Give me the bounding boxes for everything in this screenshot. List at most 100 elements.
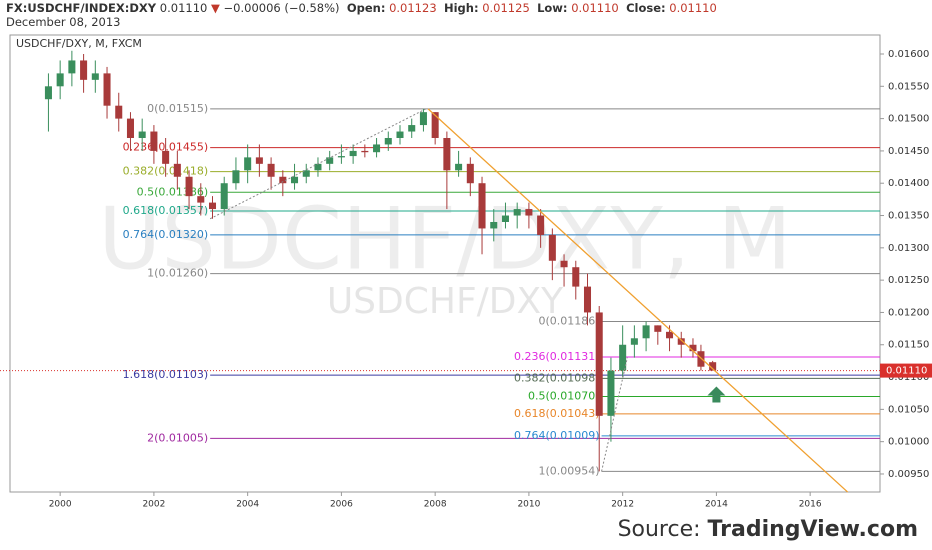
candle-body (654, 325, 662, 332)
source: Source: TradingView.com (618, 517, 918, 542)
x-tick-label: 2002 (142, 500, 165, 510)
candle-body (337, 156, 345, 158)
x-tick-label: 2008 (424, 500, 447, 510)
candle-body (349, 150, 357, 157)
candle-body (56, 73, 64, 87)
candle-body (431, 112, 439, 138)
candle-body (291, 176, 299, 184)
candle-body (466, 163, 474, 184)
candle-body (185, 176, 193, 197)
label: Open: (346, 1, 386, 15)
y-tick-label: 0.01450 (888, 146, 929, 157)
y-tick-label: 0.01050 (888, 404, 929, 415)
candle-body (478, 183, 486, 229)
candle-body (572, 267, 580, 287)
y-tick-label: 0.01500 (888, 114, 929, 125)
candle-body (173, 163, 181, 177)
candle-body (396, 131, 404, 138)
candle-body (361, 150, 369, 153)
trendline (427, 108, 849, 493)
candle-body (525, 209, 533, 216)
value: 0.01110 (669, 1, 717, 15)
trendline (209, 108, 427, 220)
symbol: FX:USDCHF/INDEX:DXY (6, 1, 157, 15)
candle-body (197, 196, 205, 203)
x-tick-label: 2004 (236, 500, 259, 510)
y-tick-label: 0.01250 (888, 275, 929, 286)
change: −0.00006 (−0.58%) (223, 1, 340, 15)
candle-body (314, 163, 322, 171)
header: FX:USDCHF/INDEX:DXY 0.01110 ▼ −0.00006 (… (6, 1, 717, 29)
source-prefix: Source: (617, 517, 701, 542)
label: Close: (626, 1, 666, 15)
x-tick-label: 2012 (611, 500, 634, 510)
x-tick-label: 2010 (517, 500, 540, 510)
price: 0.01110 (159, 1, 208, 15)
candle-body (607, 370, 615, 416)
candle-body (220, 183, 228, 210)
y-tick-label: 0.01200 (888, 307, 929, 318)
fib-label: 0.382(0.01098) (514, 371, 600, 384)
candle-body (244, 157, 252, 171)
candle-body (80, 60, 88, 80)
candle-body (689, 344, 697, 352)
candle-body (419, 112, 427, 126)
fib-label: 0.236(0.01131) (514, 350, 600, 363)
y-tick-label: 0.01550 (888, 81, 929, 92)
candle-body (666, 331, 674, 339)
candle-body (373, 144, 381, 153)
label: Low: (537, 1, 568, 15)
candle-body (279, 176, 287, 184)
candle-body (138, 131, 146, 138)
fib-label: 0.764(0.01009) (514, 429, 600, 442)
candle-body (697, 351, 705, 367)
fib-label: 2(0.01005) (147, 431, 208, 444)
label: High: (443, 1, 479, 15)
candle-body (537, 215, 545, 235)
candle-body (408, 125, 416, 132)
candle-body (115, 105, 123, 119)
fib-label: 0.764(0.01320) (123, 228, 209, 241)
candle-body (443, 137, 451, 171)
candle-body (619, 344, 627, 371)
candle-body (162, 150, 170, 164)
candle-body (208, 202, 217, 210)
fib-label: 1(0.01260) (147, 267, 208, 280)
candle-body (642, 325, 650, 339)
candle-body (548, 234, 556, 261)
fib-label: 1.618(0.01103) (123, 368, 209, 381)
value: 0.01110 (571, 1, 619, 15)
candle-body (560, 260, 568, 268)
candle-body (513, 209, 521, 216)
arrow-marker (707, 386, 726, 403)
x-tick-label: 2006 (330, 500, 353, 510)
candle-body (302, 170, 310, 177)
candle-body (583, 286, 592, 313)
fib-label: 0(0.01186) (538, 314, 599, 327)
candle-body (677, 338, 685, 345)
candle-body (490, 221, 498, 229)
candle-body (267, 163, 275, 177)
fib-label: 1(0.00954) (538, 464, 599, 477)
candle-body (126, 118, 134, 138)
y-tick-label: 0.00950 (888, 469, 929, 480)
candle-body (595, 312, 603, 416)
y-tick-label: 0.01600 (888, 49, 929, 60)
x-tick-label: 2016 (799, 500, 822, 510)
candle-body (103, 73, 111, 106)
current-price-label: 0.01110 (886, 366, 927, 377)
candle-body (91, 73, 99, 80)
value: 0.01123 (389, 1, 437, 15)
y-tick-label: 0.01400 (888, 178, 929, 189)
candle-body (255, 157, 263, 164)
candle-body (630, 338, 638, 345)
candle-body (44, 86, 52, 100)
fib-label: 0.5(0.01070) (528, 389, 600, 402)
candle-body (68, 60, 76, 74)
candle-body (455, 163, 463, 171)
chart-title: USDCHF/DXY, M, FXCM (16, 37, 142, 50)
y-tick-label: 0.01150 (888, 340, 929, 351)
fib-label: 0.618(0.01357) (123, 204, 209, 217)
